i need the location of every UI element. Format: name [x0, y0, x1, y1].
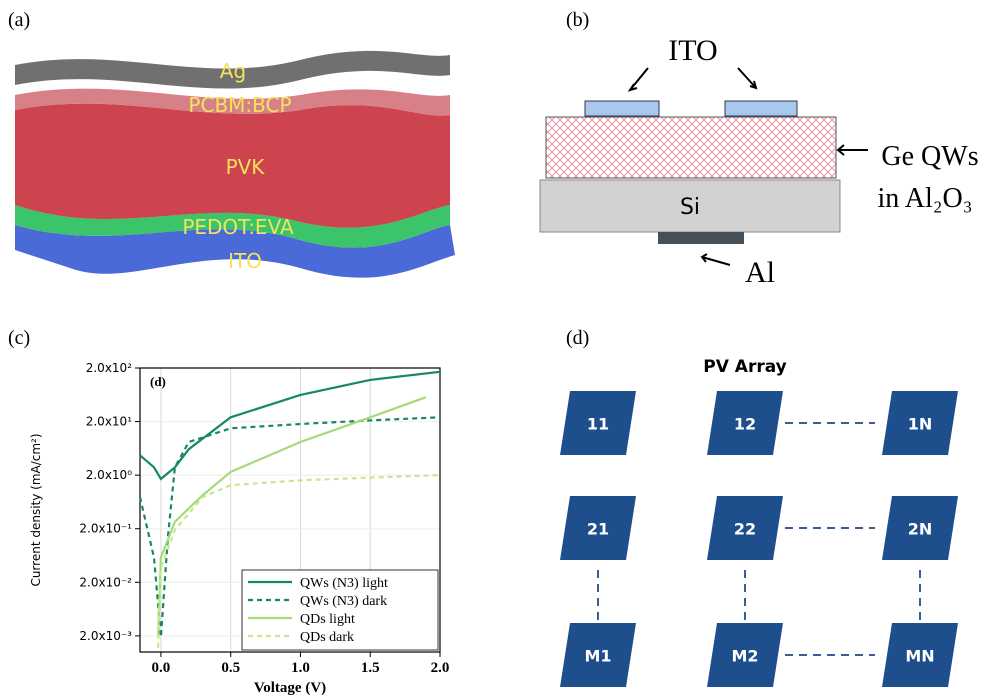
- layer-label: PCBM:BCP: [188, 93, 291, 117]
- y-axis-label: Current density (mA/cm²): [29, 433, 43, 586]
- module-label: 1N: [908, 415, 933, 434]
- x-tick-label: 2.0: [431, 660, 450, 676]
- label: in Al₂O₃: [878, 183, 973, 214]
- label: Si: [680, 195, 700, 220]
- label: ITO: [668, 34, 717, 67]
- y-tick-label: 2.0x10⁻¹: [79, 522, 132, 536]
- module-label: M2: [731, 647, 758, 666]
- label: Ge QWs: [881, 141, 978, 172]
- layer-label: Ag: [220, 59, 246, 83]
- y-tick-label: 2.0x10⁻²: [79, 575, 132, 589]
- layer-label: ITO: [228, 249, 262, 273]
- x-tick-label: 1.5: [361, 660, 380, 676]
- annotation: (d): [150, 374, 166, 389]
- x-tick-label: 1.0: [291, 660, 310, 676]
- legend-label: QWs (N3) light: [300, 576, 388, 591]
- panel-letter: (d): [566, 327, 589, 349]
- module-label: 2N: [908, 520, 933, 539]
- layer-label: PEDOT:EVA: [182, 215, 294, 239]
- module-label: M1: [584, 647, 611, 666]
- figure: (a) Ag PCBM:BCP PVK PEDOT:EVA ITO (b) IT…: [0, 0, 984, 697]
- y-tick-label: 2.0x10²: [86, 361, 132, 375]
- y-tick-label: 2.0x10⁻³: [79, 629, 132, 643]
- module-label: MN: [905, 647, 934, 666]
- legend-label: QDs light: [300, 612, 355, 627]
- panel-letter: (c): [8, 327, 30, 349]
- layer-label: PVK: [226, 155, 266, 179]
- array-title: PV Array: [703, 357, 787, 377]
- panel-letter: (b): [566, 9, 589, 31]
- module-grid: 11 12 1N 21 22 2N M1 M2 MN: [560, 391, 958, 687]
- module-label: 12: [734, 415, 756, 434]
- x-tick-label: 0.5: [221, 660, 240, 676]
- module-label: 11: [587, 415, 609, 434]
- legend-label: QDs dark: [300, 630, 354, 645]
- x-tick-label: 0.0: [152, 660, 171, 676]
- chart: 0.0 0.5 1.0 1.5 2.0 2.0x10⁻³ 2.0x10⁻² 2.0x10⁻¹ 2…: [29, 361, 449, 696]
- y-tick-label: 2.0x10¹: [86, 415, 132, 429]
- y-tick-label: 2.0x10⁰: [86, 468, 132, 482]
- module-label: 21: [587, 520, 609, 539]
- module-label: 22: [734, 520, 756, 539]
- x-axis-label: Voltage (V): [254, 680, 326, 696]
- device-cross-section: [540, 68, 868, 265]
- legend-label: QWs (N3) dark: [300, 594, 387, 609]
- label: Al: [745, 256, 775, 289]
- panel-letter: (a): [8, 9, 30, 31]
